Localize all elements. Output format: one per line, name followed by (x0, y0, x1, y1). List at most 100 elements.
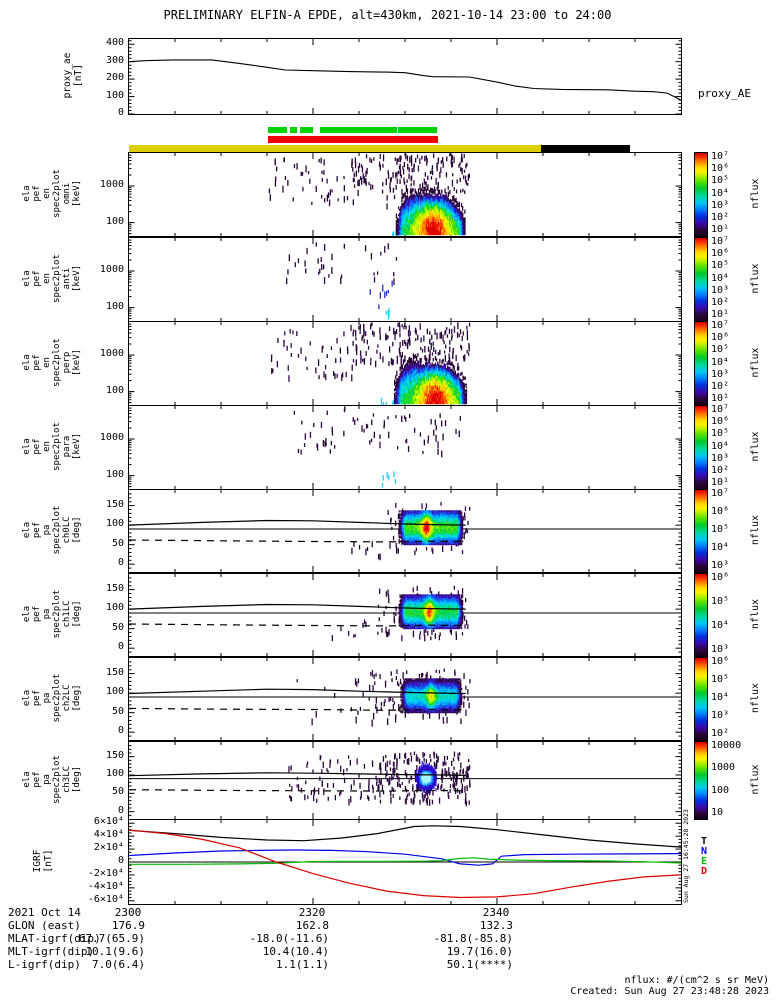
ephemeris-value-glon: 132.3 (479, 919, 513, 932)
panel-pa-ch0lc (128, 489, 682, 573)
nflux-units-note: nflux: #/(cm^2 s sr MeV) (624, 975, 770, 986)
panel-en-para (128, 405, 682, 490)
ephemeris-row-label: MLT-igrf(dip) (8, 945, 95, 958)
pa-ch0lc-ylabel: ela pef pa spec2plot ch0LC [deg] (22, 505, 82, 555)
pa-ch3lc-colorbar-unit: nflux (750, 764, 761, 795)
en-para-ylabel: ela pef en spec2plot para [keV] (22, 422, 82, 471)
pa-ch3lc-ylabel: ela pef pa spec2plot ch3LC [deg] (22, 755, 82, 804)
pa-ch2lc-plot (129, 658, 681, 740)
en-omni-colorbar-tick: 10⁵ (711, 175, 730, 187)
time-tick-label: 2300 (114, 906, 142, 919)
pa-ch2lc-ytick: 0 (117, 725, 124, 737)
pa-ch1lc-colorbar-tick: 10⁶ (711, 572, 730, 583)
en-omni-colorbar-tick: 10⁷ (711, 151, 730, 162)
en-para-colorbar-tick: 10⁷ (711, 404, 730, 415)
en-anti-colorbar-tick: 10⁴ (711, 272, 730, 284)
en-perp-plot (129, 322, 681, 405)
igrf-ytick: 6×10⁴ (93, 816, 124, 828)
en-omni-colorbar-tick: 10¹ (711, 224, 730, 235)
time-tick-label: 2340 (482, 906, 510, 919)
en-para-colorbar (694, 405, 708, 490)
pa-ch1lc-ytick: 150 (105, 582, 124, 594)
igrf-legend-N: N (701, 846, 708, 857)
pa-ch2lc-ytick: 50 (111, 705, 124, 717)
pa-ch3lc-ytick: 100 (105, 768, 124, 779)
pa-ch2lc-colorbar (694, 657, 708, 741)
pa-ch0lc-ytick: 150 (105, 498, 124, 510)
pa-ch0lc-colorbar-unit: nflux (750, 514, 761, 546)
igrf-plot (129, 820, 681, 904)
en-para-plot (129, 406, 681, 489)
panel-pa-ch1lc (128, 573, 682, 657)
pa-ch2lc-colorbar-tick: 10³ (711, 710, 730, 721)
pa-ch1lc-colorbar-tick: 10³ (711, 644, 730, 655)
proxy-ae-ytick: 0 (117, 107, 124, 118)
en-perp-colorbar-tick: 10⁵ (711, 344, 730, 356)
pa-ch0lc-ytick: 100 (105, 518, 124, 530)
proxy-ae-ytick: 400 (105, 37, 124, 49)
plot-title: PRELIMINARY ELFIN-A EPDE, alt=430km, 202… (163, 8, 612, 22)
en-perp-ytick: 1000 (99, 348, 124, 360)
proxy-ae-ylabel: proxy_ae [nT] (62, 52, 84, 99)
panel-en-perp (128, 321, 682, 406)
pa-ch3lc-colorbar-tick: 100 (711, 784, 730, 796)
ephemeris-value-mlt: 19.7(16.0) (446, 945, 513, 958)
pa-ch3lc-ytick: 0 (117, 804, 124, 816)
bar-data-coverage-black (541, 145, 631, 152)
en-omni-colorbar (694, 152, 708, 237)
en-perp-colorbar-tick: 10² (711, 380, 730, 392)
en-para-colorbar-tick: 10¹ (711, 477, 730, 488)
en-para-colorbar-tick: 10⁴ (711, 440, 730, 452)
en-perp-colorbar-tick: 10⁴ (711, 356, 730, 368)
ephemeris-value-glon: 176.9 (111, 919, 145, 932)
en-para-colorbar-tick: 10⁵ (711, 428, 730, 440)
bar-data-coverage-yellow (128, 145, 542, 152)
side-timestamp: Sun Aug 27 16:45:28 2023 (682, 809, 690, 903)
proxy-ae-ytick: 100 (105, 89, 124, 101)
en-anti-colorbar-tick: 10² (711, 296, 730, 308)
en-anti-ytick: 100 (105, 300, 124, 312)
en-omni-colorbar-tick: 10⁶ (711, 163, 730, 175)
en-omni-colorbar-unit: nflux (750, 178, 761, 209)
pa-ch1lc-ylabel: ela pef pa spec2plot ch1LC [deg] (22, 589, 82, 639)
igrf-ytick: 4×10⁴ (93, 829, 124, 841)
en-perp-colorbar-tick: 10⁶ (711, 332, 730, 344)
pa-ch3lc-plot (129, 742, 681, 819)
en-para-ytick: 100 (105, 468, 124, 480)
pa-ch0lc-colorbar (694, 489, 708, 573)
ephemeris-value-mlt: 10.1(9.6) (85, 945, 145, 958)
en-omni-plot (129, 153, 681, 236)
ephemeris-value-mlat: -18.0(-11.6) (249, 932, 329, 945)
pa-ch2lc-colorbar-tick: 10⁴ (711, 692, 730, 703)
en-perp-colorbar-tick: 10¹ (711, 393, 730, 404)
pa-ch3lc-ytick: 150 (105, 749, 124, 761)
pa-ch3lc-colorbar-tick: 1000 (711, 762, 736, 774)
pa-ch3lc-colorbar-tick: 10000 (711, 740, 742, 751)
proxy-ae-plot (129, 39, 681, 114)
en-para-colorbar-tick: 10³ (711, 452, 730, 464)
ephemeris-row-label: MLAT-igrf(dip) (8, 932, 101, 945)
en-anti-ylabel: ela pef en spec2plot anti [keV] (22, 254, 82, 303)
pa-ch2lc-ytick: 150 (105, 666, 124, 678)
igrf-legend-D: D (701, 866, 708, 877)
ephemeris-value-glon: 162.8 (295, 919, 329, 932)
ephemeris-date-label: 2021 Oct 14 (8, 906, 81, 919)
igrf-ytick: -4×10⁴ (87, 880, 124, 892)
en-anti-colorbar (694, 237, 708, 322)
pa-ch1lc-ytick: 100 (105, 602, 124, 614)
pa-ch1lc-colorbar (694, 573, 708, 657)
en-anti-colorbar-tick: 10⁷ (711, 236, 730, 247)
igrf-ytick: 2×10⁴ (93, 842, 124, 854)
proxy-ae-ytick: 200 (105, 72, 124, 84)
bar-science-zone-green (267, 127, 288, 133)
panel-pa-ch2lc (128, 657, 682, 741)
en-anti-colorbar-tick: 10¹ (711, 309, 730, 320)
pa-ch3lc-ytick: 50 (111, 786, 124, 798)
igrf-legend-E: E (701, 856, 708, 867)
proxy-ae-ytick: 300 (105, 54, 124, 66)
igrf-ylabel: IGRF [nT] (32, 849, 54, 873)
en-para-colorbar-tick: 10² (711, 464, 730, 476)
pa-ch2lc-colorbar-tick: 10⁵ (711, 674, 730, 685)
en-perp-colorbar-unit: nflux (750, 347, 761, 378)
